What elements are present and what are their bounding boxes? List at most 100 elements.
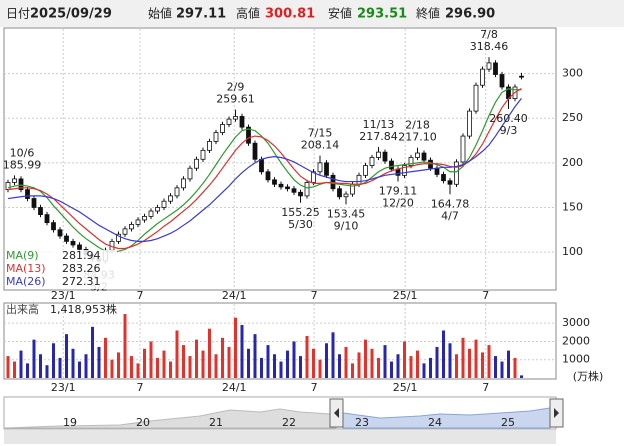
annotation-date: 10/6 bbox=[10, 146, 35, 159]
annotation-date: 4/7 bbox=[441, 209, 459, 222]
candle-body bbox=[161, 200, 167, 208]
volume-bar bbox=[338, 354, 341, 378]
candle-body bbox=[148, 210, 154, 217]
navigator-year: 25 bbox=[501, 416, 515, 429]
candle-body bbox=[447, 180, 453, 185]
candle-body bbox=[363, 165, 368, 176]
header-value: 2025/09/29 bbox=[30, 7, 112, 22]
annotation-price: 185.99 bbox=[3, 158, 42, 171]
candle-body bbox=[369, 157, 375, 166]
volume-bar bbox=[104, 337, 107, 378]
volume-bar bbox=[182, 345, 185, 378]
candle-body bbox=[12, 178, 17, 183]
candle-body bbox=[499, 74, 505, 88]
candle-body bbox=[259, 158, 264, 173]
volume-bar bbox=[455, 354, 458, 378]
candle-body bbox=[298, 191, 303, 197]
y-tick-label: 100 bbox=[562, 245, 583, 258]
candle-body bbox=[486, 62, 492, 70]
candle-body bbox=[408, 157, 414, 166]
volume-bar bbox=[39, 354, 42, 378]
volume-bar bbox=[474, 339, 478, 378]
volume-bar bbox=[377, 357, 380, 378]
candle-body bbox=[246, 126, 251, 144]
candle-body bbox=[441, 174, 446, 182]
x-tick-label: 7 bbox=[136, 381, 143, 394]
x-tick-label: 7 bbox=[482, 289, 489, 302]
volume-last: 1,418,953株 bbox=[50, 302, 117, 316]
volume-bar bbox=[468, 348, 471, 378]
volume-bar bbox=[6, 356, 10, 378]
candle-body bbox=[226, 118, 232, 125]
candle-body bbox=[460, 135, 466, 163]
candle-body bbox=[311, 171, 316, 183]
legend-name: MA(9) bbox=[6, 249, 39, 262]
volume-bar bbox=[292, 341, 296, 378]
candle-body bbox=[402, 165, 407, 176]
annotation-date: 2/9 bbox=[227, 81, 245, 94]
candle-body bbox=[57, 229, 63, 237]
candle-body bbox=[434, 167, 440, 175]
volume-bar bbox=[370, 348, 374, 378]
candle-body bbox=[421, 152, 427, 161]
volume-bar bbox=[507, 350, 510, 378]
candle-body bbox=[174, 187, 180, 197]
x-tick-label: 23/1 bbox=[51, 289, 76, 302]
legend-box bbox=[5, 250, 117, 289]
navigator-year: 20 bbox=[136, 416, 150, 429]
legend-value: 272.31 bbox=[62, 275, 101, 288]
candle-body bbox=[200, 149, 206, 160]
legend-value: 283.26 bbox=[62, 262, 101, 275]
legend-value: 281.94 bbox=[62, 249, 101, 262]
annotation-date: 11/13 bbox=[363, 118, 395, 131]
volume-bar bbox=[403, 341, 406, 378]
volume-bar bbox=[214, 354, 218, 378]
volume-bar bbox=[273, 354, 276, 378]
candle-body bbox=[122, 228, 128, 235]
header-value: 300.81 bbox=[265, 7, 315, 22]
volume-bar bbox=[97, 346, 101, 378]
header-label: 始値 bbox=[148, 6, 172, 21]
volume-bar bbox=[162, 350, 166, 378]
volume-title: 出来高 bbox=[6, 302, 39, 316]
candle-body bbox=[519, 75, 524, 78]
volume-bar bbox=[318, 359, 322, 378]
candle-body bbox=[51, 222, 56, 231]
y-tick-label: 1000 bbox=[562, 353, 590, 366]
annotation-price: 153.45 bbox=[327, 207, 366, 220]
annotation-date: 9/3 bbox=[500, 124, 518, 137]
volume-bar bbox=[169, 361, 172, 378]
volume-bar bbox=[500, 361, 504, 378]
navigator-year: 21 bbox=[209, 416, 223, 429]
volume-bar bbox=[227, 346, 231, 378]
header-label: 日付 bbox=[6, 7, 30, 21]
annotation-date: 5/30 bbox=[288, 218, 313, 231]
annotation-date: 9/10 bbox=[334, 219, 359, 232]
volume-bar bbox=[305, 335, 309, 378]
scrollbar[interactable] bbox=[4, 430, 556, 444]
candle-body bbox=[77, 244, 82, 250]
volume-bar bbox=[13, 361, 16, 378]
candle-body bbox=[343, 193, 349, 198]
candle-body bbox=[70, 240, 76, 246]
volume-bar bbox=[143, 348, 146, 378]
volume-bar bbox=[123, 314, 127, 378]
volume-bar bbox=[32, 339, 36, 378]
volume-bar bbox=[513, 357, 517, 378]
candle-body bbox=[155, 207, 160, 212]
volume-bar bbox=[201, 350, 205, 378]
annotation-date: 7/8 bbox=[480, 28, 498, 41]
volume-bar bbox=[208, 328, 211, 378]
candle-body bbox=[324, 162, 329, 176]
volume-bar bbox=[331, 332, 335, 378]
header-value: 296.90 bbox=[445, 7, 495, 22]
volume-bar bbox=[91, 326, 94, 378]
y-tick-label: 250 bbox=[562, 111, 583, 124]
volume-bar bbox=[279, 361, 283, 378]
volume-bar bbox=[481, 352, 484, 378]
volume-bar bbox=[422, 363, 426, 378]
volume-bar bbox=[78, 361, 81, 378]
ma-line bbox=[7, 88, 522, 250]
handle-arrow bbox=[554, 408, 559, 418]
candle-body bbox=[18, 178, 24, 191]
